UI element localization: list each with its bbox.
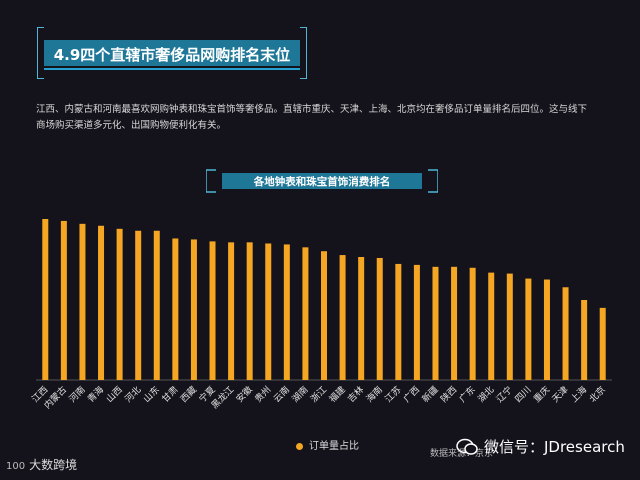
legend-label: 订单量占比 [309,441,359,452]
x-tick-label-11: 安徽 [234,384,255,405]
x-tick-label-19: 江苏 [382,384,403,405]
x-tick-label-29: 上海 [568,384,589,405]
bar-7 [172,238,179,380]
bar-5 [135,230,142,380]
bar-30 [599,307,606,380]
bar-4 [116,228,123,380]
bar-21 [432,266,439,380]
x-tick-label-28: 天津 [550,384,571,405]
bar-1 [60,220,67,380]
bar-20 [413,264,420,380]
bar-19 [395,263,402,380]
title-fill [44,40,300,70]
bar-6 [153,230,160,380]
x-tick-label-2: 河南 [66,384,87,405]
wechat-icon [456,438,478,456]
bar-29 [581,299,588,380]
wechat-watermark: 微信号：JDresearch [456,436,625,457]
bar-17 [358,256,365,380]
bar-24 [488,272,495,380]
x-tick-label-23: 广东 [457,384,478,405]
x-tick-label-15: 浙江 [308,384,329,405]
chart-title-box: 各地钟表和珠宝首饰消费排名 [206,168,438,194]
x-tick-label-20: 广西 [401,384,422,405]
x-tick-label-13: 云南 [271,384,292,405]
bar-9 [209,241,216,380]
x-tick-label-3: 青海 [85,384,106,405]
bar-8 [190,239,197,380]
bar-27 [543,279,550,380]
bar-26 [525,278,532,380]
description: 江西、内蒙古和河南最喜欢网购钟表和珠宝首饰等奢侈品。直辖市重庆、天津、上海、北京… [36,104,588,131]
x-tick-label-26: 四川 [514,385,534,405]
title-bracket-right [300,27,307,79]
legend: 订单量占比 [296,437,359,452]
x-tick-label-17: 吉林 [345,384,366,405]
x-tick-label-24: 湖北 [476,384,497,405]
chart-title: 各地钟表和珠宝首饰消费排名 [253,176,391,188]
brand-logo: 100 大数跨境 [6,456,77,473]
bar-3 [98,225,105,380]
bar-22 [451,266,458,380]
x-tick-label-22: 陕西 [438,384,459,405]
bar-13 [283,244,290,380]
x-tick-label-14: 湖南 [289,384,310,405]
bar-16 [339,255,346,380]
bar-15 [321,251,327,380]
x-tick-label-8: 西藏 [178,384,199,405]
bar-12 [265,243,272,380]
x-tick-label-18: 海南 [364,384,385,405]
logo-text: 大数跨境 [29,458,78,472]
x-tick-label-7: 甘肃 [159,384,180,405]
page-title: 4.9四个直辖市奢侈品网购排名末位 [53,46,291,64]
wechat-id: 微信号：JDresearch [484,438,625,456]
bar-28 [562,287,569,380]
bar-0 [42,219,49,380]
logo-mark: 100 [6,461,26,472]
bar-25 [506,273,513,380]
title-bracket-left [37,27,44,79]
bar-18 [376,257,383,380]
x-tick-label-30: 北京 [587,384,608,405]
x-tick-label-12: 贵州 [252,384,273,405]
x-tick-label-21: 新疆 [419,384,440,405]
chart-title-frame [206,169,438,193]
bar-11 [246,242,253,380]
x-tick-label-16: 福建 [326,384,347,405]
bar-23 [469,267,476,380]
x-tick-label-25: 辽宁 [494,384,515,405]
title-box: 4.9四个直辖市奢侈品网购排名末位 [37,27,307,79]
bar-2 [79,223,86,380]
x-tick-label-6: 山东 [141,384,162,405]
bar-14 [302,247,309,380]
x-tick-label-4: 山西 [104,384,125,405]
x-tick-label-27: 重庆 [531,384,552,405]
bar-10 [228,242,235,380]
source-note: 数据来源：京东 [430,449,494,459]
legend-swatch [296,442,303,450]
x-tick-label-5: 河北 [122,384,143,405]
